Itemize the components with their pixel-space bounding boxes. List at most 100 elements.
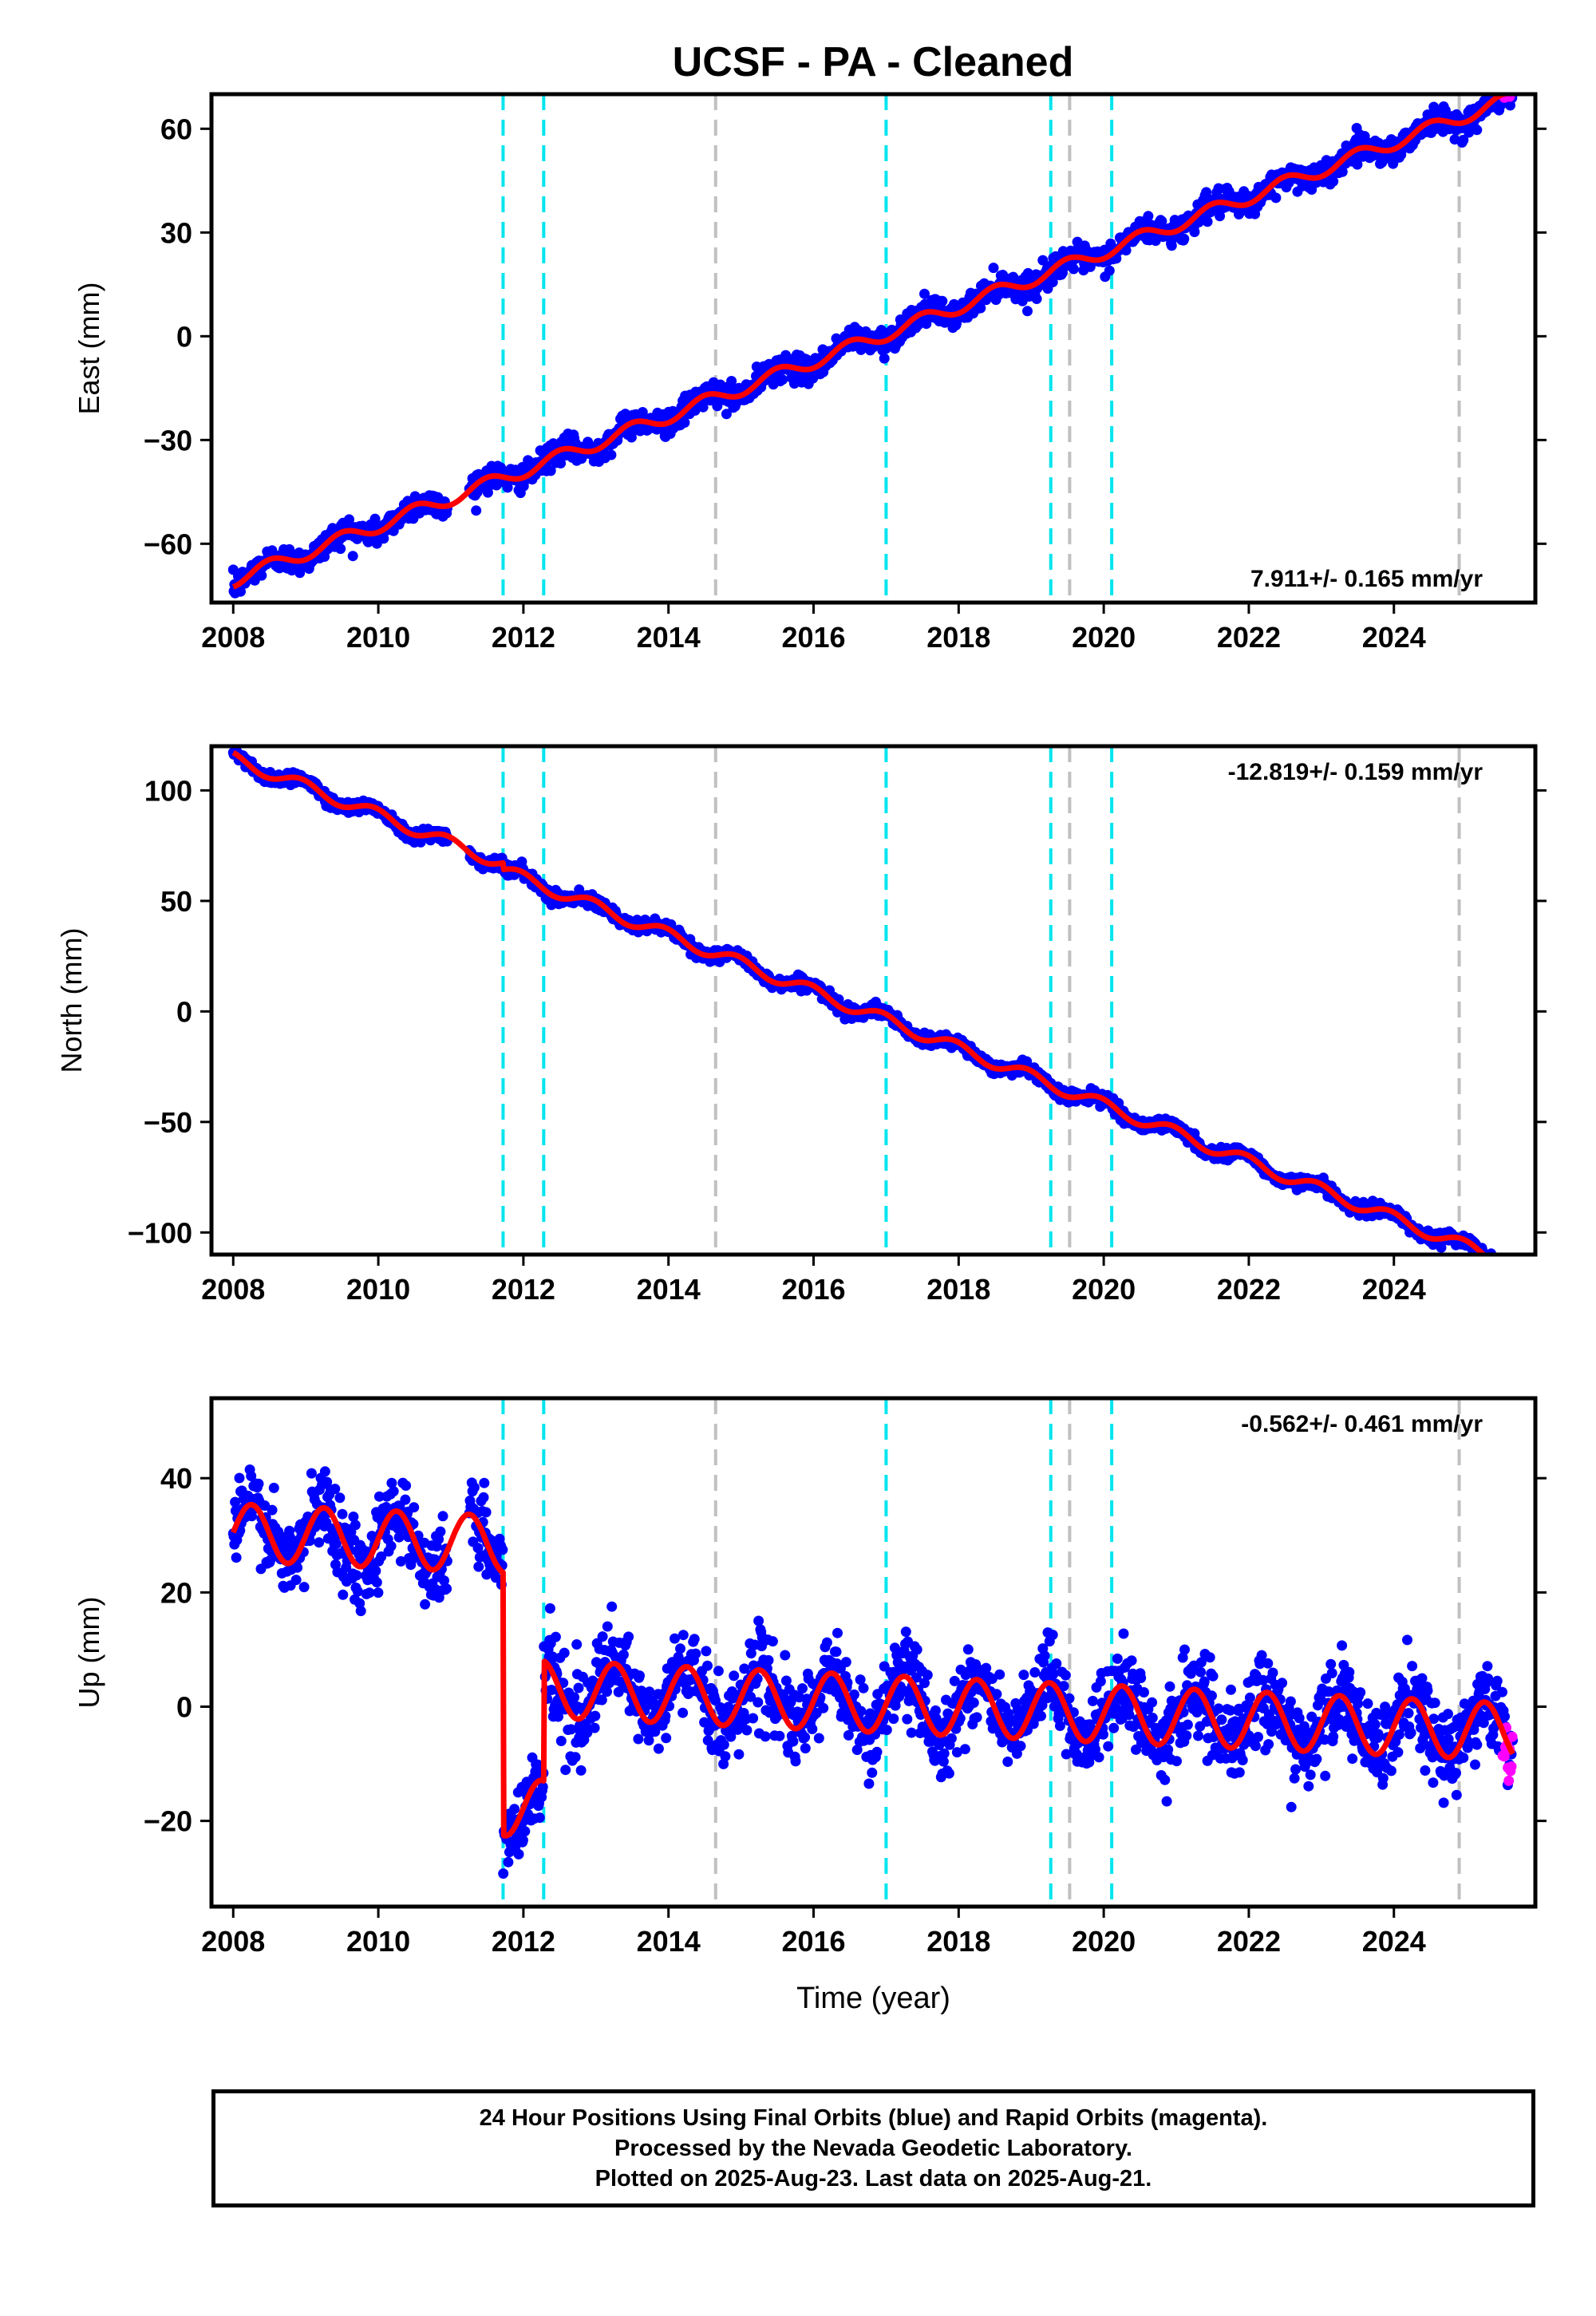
final-orbit-point bbox=[689, 1634, 700, 1645]
x-tick-label: 2008 bbox=[201, 621, 265, 654]
final-orbit-point bbox=[294, 567, 306, 579]
final-orbit-point bbox=[1488, 1261, 1499, 1271]
final-orbit-point bbox=[435, 1526, 446, 1537]
rapid-orbit-point bbox=[1503, 83, 1513, 93]
final-orbit-point bbox=[570, 1752, 581, 1763]
final-orbit-point bbox=[1104, 265, 1115, 276]
y-tick-label: −100 bbox=[128, 1216, 192, 1249]
final-orbit-point bbox=[1507, 1263, 1518, 1273]
final-orbit-point bbox=[1492, 1261, 1503, 1271]
final-orbit-point bbox=[371, 1577, 382, 1588]
rapid-orbit-point bbox=[1503, 1259, 1513, 1270]
y-axis-label: North (mm) bbox=[55, 928, 88, 1073]
final-orbit-point bbox=[1179, 233, 1190, 244]
final-orbit-point bbox=[678, 1630, 689, 1641]
final-orbit-point bbox=[519, 1826, 531, 1837]
final-orbit-point bbox=[571, 1639, 583, 1650]
y-tick-label: −30 bbox=[144, 424, 192, 456]
final-orbit-point bbox=[1502, 83, 1512, 93]
x-tick-label: 2016 bbox=[781, 621, 845, 654]
final-orbit-point bbox=[480, 1507, 492, 1518]
final-orbit-point bbox=[385, 1540, 397, 1551]
final-orbit-point bbox=[545, 465, 556, 476]
final-orbit-point bbox=[1458, 134, 1469, 145]
final-orbit-point bbox=[437, 1511, 448, 1522]
final-orbit-point bbox=[330, 1539, 342, 1550]
final-orbit-point bbox=[1031, 294, 1042, 304]
final-orbit-point bbox=[1189, 227, 1200, 238]
final-orbit-point bbox=[544, 1603, 555, 1614]
final-orbit-point bbox=[975, 302, 986, 314]
final-orbit-point bbox=[1491, 1259, 1501, 1270]
x-tick-label: 2012 bbox=[492, 1273, 555, 1306]
final-orbit-point bbox=[292, 1562, 303, 1573]
x-tick-label: 2018 bbox=[926, 1273, 990, 1306]
final-orbit-point bbox=[1270, 192, 1282, 204]
final-orbit-point bbox=[319, 1466, 330, 1477]
final-orbit-point bbox=[1491, 1263, 1502, 1273]
rapid-orbit-point bbox=[1507, 1261, 1518, 1271]
final-orbit-point bbox=[1507, 1263, 1517, 1273]
final-orbit-point bbox=[388, 1486, 399, 1497]
final-orbit-point bbox=[355, 1606, 366, 1617]
final-orbit-point bbox=[1498, 1267, 1508, 1278]
final-orbit-point bbox=[697, 401, 709, 413]
final-orbit-point bbox=[503, 1856, 514, 1867]
final-orbit-point bbox=[555, 1736, 567, 1746]
final-orbit-point bbox=[409, 1502, 420, 1513]
final-orbit-point bbox=[1490, 1262, 1500, 1272]
final-orbit-point bbox=[633, 1733, 644, 1745]
final-orbit-point bbox=[1484, 1258, 1495, 1268]
final-orbit-point bbox=[675, 1643, 685, 1654]
final-orbit-point bbox=[1485, 1256, 1495, 1267]
final-orbit-point bbox=[314, 1537, 325, 1548]
final-orbit-point bbox=[298, 1582, 310, 1593]
y-tick-label: 100 bbox=[144, 774, 192, 807]
final-orbit-point bbox=[1487, 1260, 1498, 1271]
final-orbit-point bbox=[1499, 81, 1509, 91]
final-orbit-point bbox=[1503, 1256, 1513, 1267]
final-orbit-point bbox=[253, 1478, 264, 1489]
final-orbit-point bbox=[234, 1472, 245, 1484]
final-orbit-point bbox=[1472, 124, 1483, 136]
final-orbit-point bbox=[1499, 1261, 1509, 1271]
y-tick-label: 50 bbox=[160, 885, 192, 918]
final-orbit-point bbox=[1483, 1255, 1494, 1266]
final-orbit-point bbox=[560, 1765, 571, 1776]
rapid-orbit-point bbox=[1500, 1261, 1511, 1271]
rapid-orbit-point bbox=[1503, 1266, 1514, 1276]
final-orbit-point bbox=[998, 270, 1009, 280]
final-orbit-point bbox=[1337, 166, 1348, 177]
final-orbit-point bbox=[1501, 1262, 1511, 1272]
final-orbit-point bbox=[509, 1804, 520, 1815]
final-orbit-point bbox=[720, 1751, 731, 1762]
final-orbit-point bbox=[1501, 1267, 1511, 1278]
final-orbit-point bbox=[678, 1707, 689, 1718]
final-orbit-point bbox=[879, 353, 890, 364]
final-orbit-point bbox=[937, 295, 948, 306]
final-orbit-point bbox=[400, 1494, 411, 1505]
x-tick-label: 2020 bbox=[1072, 1273, 1136, 1306]
final-orbit-point bbox=[702, 1660, 713, 1671]
final-orbit-point bbox=[679, 417, 690, 428]
final-orbit-point bbox=[644, 1686, 655, 1697]
x-tick-label: 2014 bbox=[637, 621, 701, 654]
panel-north: 2008 2010 2012 2014 2016 2018 2020 2022 2024−100… bbox=[55, 744, 1547, 1306]
final-orbit-point bbox=[1493, 1258, 1503, 1268]
final-orbit-point bbox=[369, 513, 381, 524]
final-orbit-point bbox=[1495, 1262, 1506, 1272]
x-tick-label: 2012 bbox=[492, 621, 555, 654]
final-orbit-point bbox=[721, 409, 732, 420]
final-orbit-point bbox=[729, 1670, 740, 1682]
final-orbit-point bbox=[517, 1835, 528, 1846]
final-orbit-point bbox=[373, 1587, 384, 1599]
x-tick-label: 2018 bbox=[926, 621, 990, 654]
final-orbit-point bbox=[623, 1631, 634, 1642]
final-orbit-point bbox=[701, 1646, 712, 1657]
final-orbit-point bbox=[555, 458, 567, 468]
rapid-orbit-point bbox=[1504, 1260, 1515, 1271]
panel-east: 2008 2010 2012 2014 2016 2018 2020 2022 2024−60−… bbox=[73, 81, 1547, 654]
observations bbox=[227, 1464, 1519, 1879]
final-orbit-point bbox=[1143, 211, 1154, 222]
final-orbit-point bbox=[1202, 216, 1213, 227]
